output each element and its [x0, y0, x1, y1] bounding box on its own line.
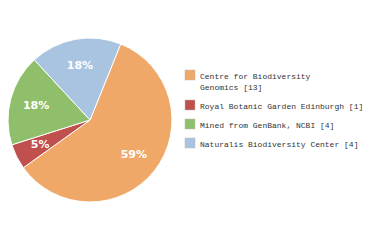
data-label: 59%: [121, 148, 147, 161]
legend-label: Mined from GenBank, NCBI [4]: [200, 121, 334, 130]
legend-item: Naturalis Biodiversity Center [4]: [185, 138, 358, 149]
legend-item: Centre for BiodiversityGenomics [13]: [185, 70, 311, 92]
legend-swatch: [185, 119, 195, 129]
legend-swatch: [185, 70, 195, 80]
data-label: 18%: [23, 99, 49, 112]
chart: 59% 5% 18% 18% Centre for BiodiversityGenomi…: [0, 0, 380, 240]
legend: Centre for BiodiversityGenomics [13] Roya…: [185, 70, 363, 149]
legend-swatch: [185, 100, 195, 110]
data-label: 18%: [67, 59, 93, 72]
data-labels: 59% 5% 18% 18%: [23, 59, 147, 161]
legend-label: Naturalis Biodiversity Center [4]: [200, 140, 358, 149]
data-label: 5%: [31, 138, 50, 151]
legend-item: Mined from GenBank, NCBI [4]: [185, 119, 334, 130]
legend-item: Royal Botanic Garden Edinburgh [1]: [185, 100, 363, 111]
pie: [8, 38, 172, 202]
legend-swatch: [185, 138, 195, 148]
legend-label: Centre for BiodiversityGenomics [13]: [200, 72, 311, 92]
legend-label: Royal Botanic Garden Edinburgh [1]: [200, 102, 363, 111]
